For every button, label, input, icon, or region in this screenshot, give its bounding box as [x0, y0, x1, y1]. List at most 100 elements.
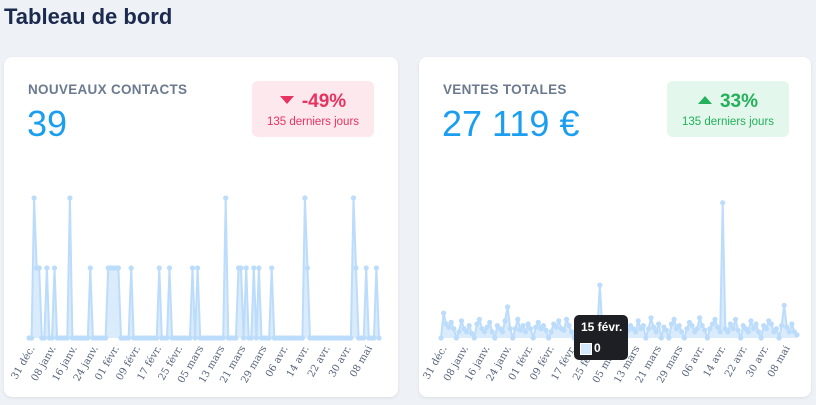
data-point [546, 335, 552, 341]
card-value: 39 [27, 103, 68, 144]
data-point [492, 335, 498, 341]
data-point [29, 335, 35, 341]
data-point [499, 329, 506, 335]
card-value: 27 119 € [442, 103, 580, 144]
data-point [195, 265, 201, 271]
data-point [656, 321, 662, 327]
data-point [597, 282, 603, 288]
data-point [187, 335, 193, 341]
data-point [376, 335, 382, 341]
data-point [49, 335, 55, 341]
contacts-area-chart[interactable]: 31 déc.08 janv.16 janv.24 janv.01 févr.0… [4, 57, 398, 397]
data-point [481, 329, 488, 335]
total-sales-card: VENTES TOTALES 27 119 € 33% 135 derniers… [419, 57, 811, 397]
data-point [709, 321, 716, 327]
data-point [269, 265, 275, 271]
data-point [658, 335, 664, 341]
data-point [794, 332, 800, 338]
data-point [448, 319, 454, 325]
data-point [44, 265, 50, 271]
data-point [540, 323, 546, 329]
data-point [517, 327, 523, 333]
data-point [453, 335, 459, 341]
data-point [745, 329, 751, 335]
data-point [505, 304, 511, 310]
data-point [361, 335, 367, 341]
data-point [253, 335, 259, 341]
data-point [525, 321, 531, 327]
data-point [438, 335, 444, 341]
area-fill [29, 198, 379, 338]
data-point [451, 326, 457, 332]
data-point [87, 265, 93, 271]
data-point [220, 335, 226, 341]
data-point [715, 324, 721, 330]
data-point [115, 265, 121, 271]
chart-tooltip: 15 févr. 0 [574, 315, 628, 360]
data-point [128, 265, 134, 271]
data-point [166, 265, 173, 271]
data-point [67, 195, 73, 201]
data-point [684, 326, 690, 332]
data-point [31, 195, 37, 201]
data-point [748, 318, 754, 324]
data-point [156, 265, 162, 271]
data-point [645, 326, 652, 332]
data-point [676, 323, 682, 329]
data-point [371, 335, 377, 341]
data-point [512, 326, 518, 332]
data-point [543, 327, 549, 333]
data-point [753, 321, 759, 327]
data-point [784, 324, 790, 330]
tooltip-swatch [580, 343, 592, 355]
data-point [487, 319, 493, 325]
data-point [702, 327, 708, 333]
data-point [476, 316, 482, 322]
data-point [522, 329, 529, 335]
tooltip-value: 0 [594, 341, 601, 355]
data-point [566, 323, 572, 329]
data-point [520, 323, 526, 329]
data-point [635, 318, 641, 324]
data-point [553, 324, 559, 330]
data-point [666, 335, 672, 341]
data-point [671, 316, 677, 322]
triangle-up-icon [697, 95, 712, 104]
data-point [727, 321, 733, 327]
data-point [456, 329, 462, 335]
data-point [735, 327, 741, 333]
data-point [164, 335, 170, 341]
data-point [238, 265, 244, 271]
data-point [725, 329, 731, 335]
data-point [154, 335, 160, 341]
data-point [786, 329, 792, 335]
sales-area-chart[interactable]: 31 déc.08 janv.16 janv.24 janv.01 févr.0… [419, 57, 811, 397]
data-point [51, 265, 58, 271]
data-point [466, 323, 472, 329]
delta-period: 135 derniers jours [681, 116, 775, 128]
data-point [668, 321, 675, 327]
data-point [528, 326, 534, 332]
data-point [651, 324, 657, 330]
data-point [768, 321, 774, 327]
data-point [353, 265, 359, 271]
delta-percent: 33% [719, 91, 759, 112]
data-point [126, 335, 132, 341]
delta-badge: -49% 135 derniers jours [252, 81, 374, 137]
card-title: VENTES TOTALES [443, 82, 567, 97]
data-point [350, 195, 357, 201]
data-point [535, 319, 541, 325]
data-point [533, 324, 539, 330]
data-point [563, 316, 570, 322]
delta-period: 135 derniers jours [266, 116, 360, 128]
data-point [643, 335, 649, 341]
data-point [441, 310, 447, 316]
data-point [233, 335, 239, 341]
data-point [679, 329, 685, 335]
data-point [648, 315, 654, 321]
data-point [189, 265, 196, 271]
data-point [781, 302, 787, 308]
data-point [640, 323, 646, 329]
data-point [464, 329, 470, 335]
data-point [548, 329, 554, 335]
